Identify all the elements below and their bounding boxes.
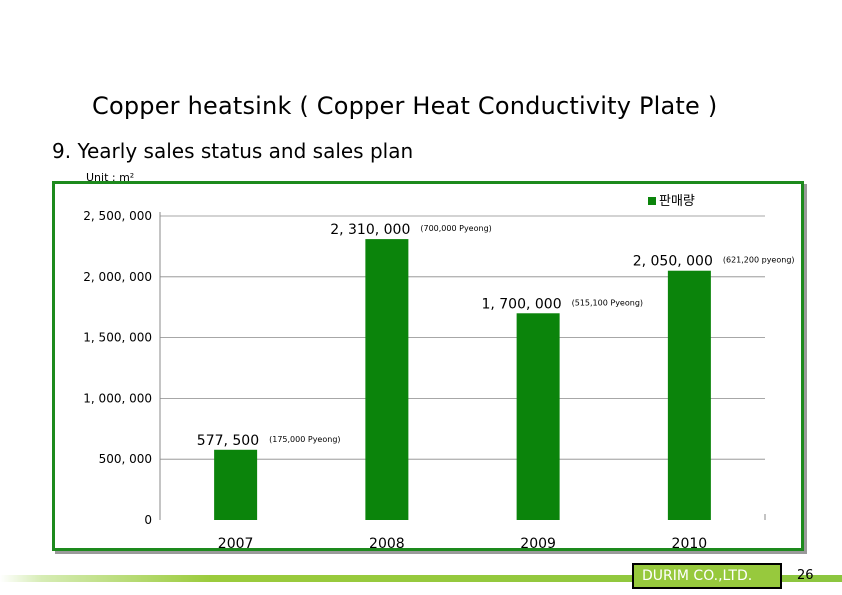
- slide-subtitle: 9. Yearly sales status and sales plan: [52, 139, 414, 163]
- data-label: 577, 500: [197, 433, 259, 449]
- y-tick-label: 0: [144, 513, 152, 527]
- company-badge-accent: [634, 565, 780, 587]
- y-tick-label: 2, 500, 000: [83, 209, 152, 223]
- bar-2009: [516, 313, 560, 520]
- data-label: 1, 700, 000: [481, 296, 561, 312]
- x-tick-label: 2010: [672, 536, 708, 548]
- pyeong-annotation: (515,100 Pyeong): [572, 298, 643, 307]
- x-tick-label: 2009: [520, 536, 556, 548]
- legend-swatch: [648, 197, 656, 205]
- y-tick-label: 1, 500, 000: [83, 331, 152, 345]
- slide-title: Copper heatsink ( Copper Heat Conductivi…: [92, 92, 718, 120]
- bar-2008: [365, 239, 409, 520]
- y-tick-label: 2, 000, 000: [83, 270, 152, 284]
- x-tick-label: 2007: [218, 536, 254, 548]
- y-tick-label: 1, 000, 000: [83, 391, 152, 405]
- pyeong-annotation: (175,000 Pyeong): [269, 435, 340, 444]
- bar-2007: [214, 449, 258, 520]
- y-tick-label: 500, 000: [99, 452, 152, 466]
- data-label: 2, 310, 000: [330, 222, 410, 238]
- page-number: 26: [797, 568, 814, 583]
- bar-2010: [667, 270, 711, 520]
- company-badge: DURIM CO.,LTD.: [632, 563, 782, 589]
- footer-accent-bar: [0, 575, 842, 582]
- unit-label: Unit : m²: [86, 171, 135, 184]
- data-label: 2, 050, 000: [633, 254, 713, 270]
- company-name: DURIM CO.,LTD.: [642, 568, 753, 584]
- bar-chart: 0 500, 000 1, 000, 000 1, 500, 000 2, 000, 0…: [83, 194, 795, 548]
- pyeong-annotation: (621,200 pyeong): [723, 256, 795, 265]
- pyeong-annotation: (700,000 Pyeong): [420, 224, 491, 233]
- chart-frame: 0 500, 000 1, 000, 000 1, 500, 000 2, 000, 0…: [52, 181, 804, 551]
- x-tick-label: 2008: [369, 536, 405, 548]
- legend-label: 판매량: [659, 194, 695, 209]
